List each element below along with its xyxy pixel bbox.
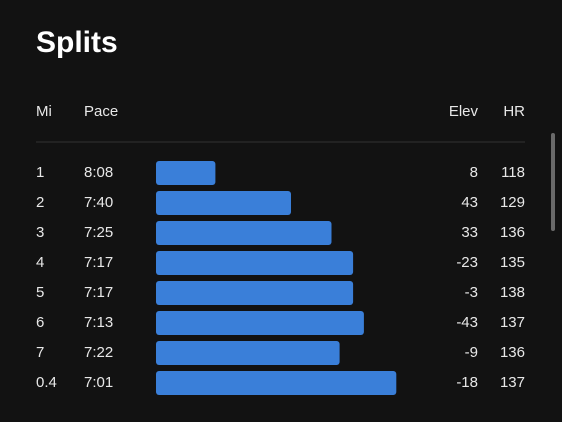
cell: 7: [36, 344, 44, 361]
cell: 129: [500, 194, 525, 211]
cell: 135: [500, 254, 525, 271]
cell: 118: [501, 164, 525, 181]
cell: 33: [461, 224, 478, 241]
pace-bar: [156, 221, 332, 245]
cell: 7:17: [84, 254, 113, 271]
cell: -3: [465, 284, 478, 301]
column-header: Mi: [36, 103, 52, 120]
pace-bar: [156, 161, 216, 185]
cell: 1: [36, 164, 44, 181]
cell: 3: [36, 224, 44, 241]
cell: 138: [500, 284, 525, 301]
pace-bar: [156, 371, 397, 395]
cell: 7:40: [84, 194, 113, 211]
column-header: Elev: [449, 103, 479, 120]
column-header: HR: [503, 103, 525, 120]
cell: 7:13: [84, 314, 113, 331]
pace-bar: [156, 311, 364, 335]
cell: 0.4: [36, 374, 57, 391]
column-header: Pace: [84, 103, 118, 120]
cell: 7:22: [84, 344, 113, 361]
cell: 4: [36, 254, 44, 271]
cell: 2: [36, 194, 44, 211]
cell: -18: [456, 374, 478, 391]
cell: 137: [500, 374, 525, 391]
scrollbar[interactable]: [551, 133, 555, 231]
title: Splits: [36, 26, 118, 59]
pace-bar: [156, 341, 340, 365]
cell: 136: [500, 344, 525, 361]
cell: 7:17: [84, 284, 113, 301]
cell: 8:08: [84, 164, 113, 181]
cell: 8: [470, 164, 478, 181]
cell: 7:01: [84, 374, 113, 391]
cell: 136: [500, 224, 525, 241]
cell: 137: [500, 314, 525, 331]
cell: 43: [461, 194, 478, 211]
cell: 5: [36, 284, 44, 301]
pace-bar: [156, 251, 354, 275]
cell: -23: [456, 254, 478, 271]
pace-bar: [156, 191, 291, 215]
cell: -43: [456, 314, 478, 331]
cell: 6: [36, 314, 44, 331]
cell: -9: [465, 344, 478, 361]
pace-bar: [156, 281, 354, 305]
cell: 7:25: [84, 224, 113, 241]
